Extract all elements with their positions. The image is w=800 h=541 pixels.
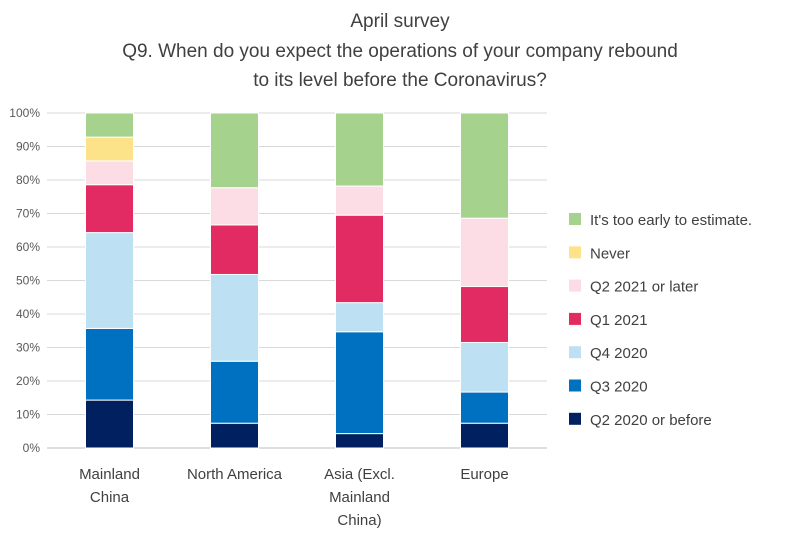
bar-segment <box>210 360 259 424</box>
bar-segment <box>85 184 134 234</box>
bar-segment <box>335 112 384 187</box>
y-tick-label: 0% <box>23 441 41 455</box>
legend-label: Q2 2020 or before <box>590 412 712 429</box>
legend-swatch <box>569 279 581 292</box>
bar-segment <box>85 136 134 162</box>
legend-swatch <box>569 213 581 225</box>
legend-swatch <box>569 246 581 259</box>
chart-title-line: Q9. When do you expect the operations of… <box>122 41 678 62</box>
bar-segment <box>335 214 384 304</box>
bar-segment <box>210 224 259 275</box>
x-category-label: China <box>90 489 130 506</box>
bar-segment <box>85 232 134 329</box>
chart-title: April survey Q9. When do you expect the o… <box>122 11 678 91</box>
legend-label: Never <box>590 245 630 262</box>
bar-segment <box>210 112 259 189</box>
legend: It's too early to estimate. Never Q2 2021 … <box>569 212 752 429</box>
legend-label: Q3 2020 <box>590 379 648 396</box>
y-tick-label: 80% <box>16 173 40 187</box>
bar-segment <box>335 302 384 333</box>
y-tick-label: 60% <box>16 240 40 254</box>
legend-label: Q2 2021 or later <box>590 279 698 296</box>
bar-segment <box>85 327 134 401</box>
x-category-label: Mainland <box>329 489 390 506</box>
bar-segment <box>335 433 384 449</box>
x-axis-categories: Mainland China North America Asia (Excl. Mai… <box>79 466 509 529</box>
bar-segment <box>460 422 509 449</box>
bars <box>85 112 509 449</box>
x-category-label: Mainland <box>79 466 140 483</box>
y-axis-ticks: 0% 10% 20% 30% 40% 50% 60% 70% 80% 90% 100% <box>9 106 40 455</box>
y-tick-label: 70% <box>16 207 40 221</box>
bar-segment <box>210 273 259 362</box>
bar-segment <box>460 341 509 393</box>
y-tick-label: 40% <box>16 307 40 321</box>
bar-segment <box>210 422 259 449</box>
legend-label: Q1 2021 <box>590 312 648 329</box>
chart-title-line: April survey <box>350 11 450 32</box>
y-tick-label: 90% <box>16 140 40 154</box>
x-category-label: China) <box>337 512 381 529</box>
y-tick-label: 20% <box>16 374 40 388</box>
legend-swatch <box>569 312 581 325</box>
y-tick-label: 30% <box>16 341 40 355</box>
bar-segment <box>335 331 384 435</box>
y-tick-label: 10% <box>16 408 40 422</box>
bar-segment <box>460 286 509 343</box>
chart-title-line: to its level before the Coronavirus? <box>253 70 547 91</box>
bar-segment <box>210 187 259 226</box>
bar-segment <box>460 112 509 219</box>
bar-segment <box>85 112 134 138</box>
bar-segment <box>335 185 384 216</box>
x-category-label: North America <box>187 466 283 483</box>
bar-segment <box>460 217 509 288</box>
legend-label: It's too early to estimate. <box>590 212 752 229</box>
legend-swatch <box>569 412 581 425</box>
x-category-label: Asia (Excl. <box>324 466 395 483</box>
y-tick-label: 100% <box>9 106 40 120</box>
bar-segment <box>85 160 134 186</box>
x-category-label: Europe <box>460 466 508 483</box>
bar-segment <box>460 391 509 424</box>
legend-label: Q4 2020 <box>590 345 648 362</box>
legend-swatch <box>569 379 581 392</box>
y-tick-label: 50% <box>16 274 40 288</box>
legend-swatch <box>569 346 581 359</box>
bar-segment <box>85 399 134 449</box>
